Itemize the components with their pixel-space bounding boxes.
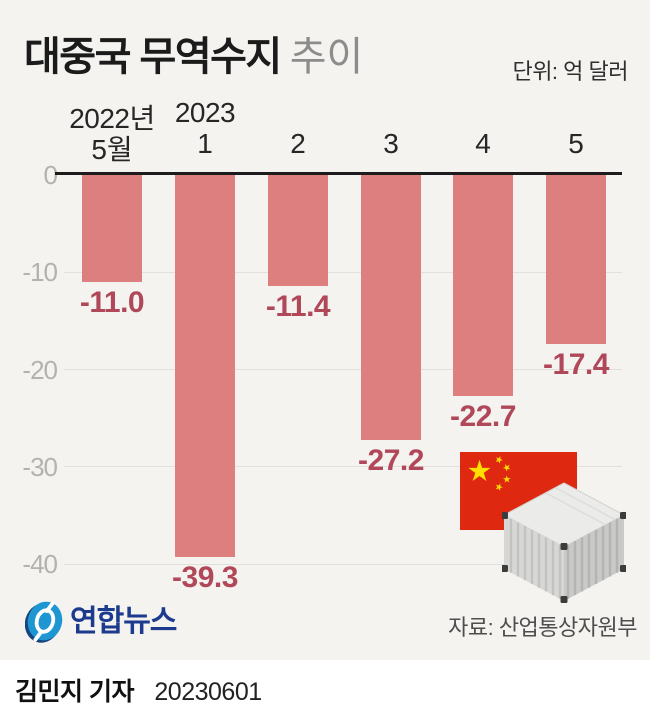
footer: 김민지 기자 20230601 <box>0 660 650 719</box>
title-main-text: 대중국 무역수지 <box>24 35 282 79</box>
year-label-2023: 2023 <box>174 97 236 128</box>
shipping-container-image <box>501 482 627 603</box>
title-suffix-text: 추이 <box>289 35 364 79</box>
bar-month-6 <box>546 175 606 345</box>
y-tick-label--10: -10 <box>22 257 58 288</box>
y-tick-label--40: -40 <box>22 549 58 579</box>
yonhap-logo: 연합뉴스 <box>25 599 177 644</box>
bar-month-3 <box>268 175 328 286</box>
value-label-6: -17.4 <box>543 348 609 382</box>
value-label-4: -27.2 <box>358 443 424 477</box>
page-title: 대중국 무역수지 추이 <box>24 24 363 82</box>
y-tick-label--20: -20 <box>22 354 58 385</box>
month-label-5: 4 <box>475 128 491 159</box>
bar-month-5 <box>453 175 513 396</box>
month-label-4: 3 <box>383 128 399 159</box>
zero-axis-line <box>55 172 622 175</box>
bar-month-4 <box>361 175 421 440</box>
month-label-2: 1 <box>197 128 213 159</box>
month-label-6: 5 <box>568 128 584 159</box>
source-label: 자료: 산업통상자원부 <box>448 615 637 640</box>
bar-month-1 <box>82 175 142 282</box>
unit-label: 단위: 억 달러 <box>512 59 628 84</box>
y-tick-label-0: 0 <box>43 160 58 190</box>
value-label-1: -11.0 <box>79 285 145 319</box>
gridline--20 <box>64 369 622 370</box>
month-label-3: 2 <box>290 128 306 159</box>
gridline--10 <box>64 271 622 273</box>
gridline--40 <box>64 563 622 565</box>
month-label-1: 5월 <box>91 134 133 165</box>
y-tick-label--30: -30 <box>22 451 58 482</box>
value-label-5: -22.7 <box>450 399 516 433</box>
bar-chart: 0 -10 -20 -30 -40 5월 1 2 3 4 5 -11.0 -39.3 -11.4 -27.2… <box>22 128 622 595</box>
yonhap-logo-text: 연합뉴스 <box>70 605 177 638</box>
shipping-container-illustration <box>501 479 627 603</box>
year-label-2022: 2022년 <box>69 103 155 134</box>
date-stamp: 20230601 <box>154 678 262 706</box>
value-label-2: -39.3 <box>172 561 238 595</box>
bar-month-2 <box>175 175 235 558</box>
reporter-byline: 김민지 기자 <box>15 678 134 706</box>
value-label-3: -11.4 <box>265 289 331 323</box>
gridline--30 <box>64 466 622 468</box>
yonhap-logo-icon <box>25 601 63 643</box>
